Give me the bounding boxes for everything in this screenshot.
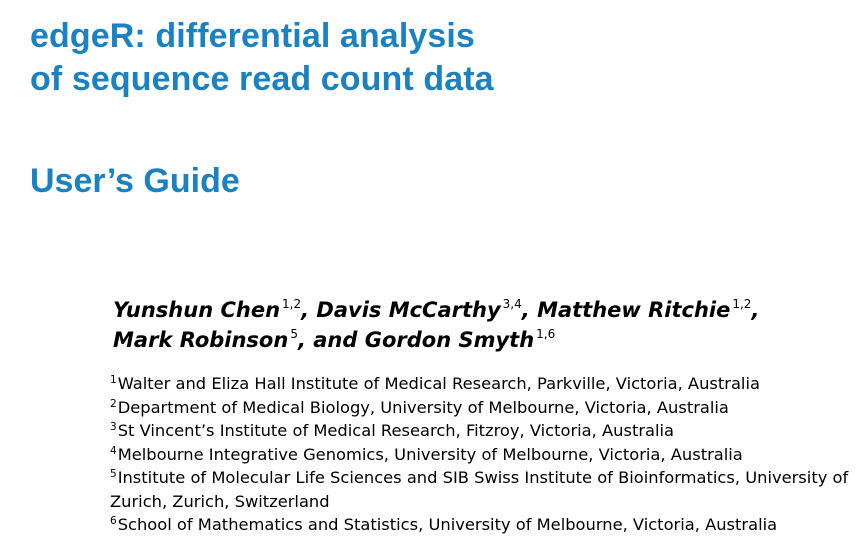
author-name: Mark Robinson: [113, 328, 289, 352]
author-separator: , and: [297, 328, 365, 352]
affiliation-text: Department of Medical Biology, Universit…: [117, 397, 729, 417]
author-affiliation-marker: 1,2: [282, 297, 302, 311]
affiliation-number: 1: [110, 374, 117, 386]
author-line-2: Mark Robinson 5, and Gordon Smyth 1,6: [113, 325, 858, 355]
title-line-2: of sequence read count data: [30, 60, 494, 98]
document-subtitle: User’s Guide: [30, 162, 240, 200]
affiliation-number: 2: [110, 397, 117, 410]
author-affiliation-marker: 5: [290, 327, 298, 341]
author-name: Matthew Ritchie: [537, 298, 731, 322]
affiliation-list: 1Walter and Eliza Hall Institute of Medi…: [110, 372, 855, 537]
author-separator: ,: [521, 298, 538, 322]
author-name: Davis McCarthy: [316, 298, 501, 322]
affiliation-number: 4: [110, 444, 117, 457]
affiliation-item: 6School of Mathematics and Statistics, U…: [110, 513, 855, 537]
document-title: edgeR: differential analysis of sequence…: [30, 15, 494, 101]
affiliation-item: 4Melbourne Integrative Genomics, Univers…: [110, 443, 855, 467]
author-affiliation-marker: 1,2: [732, 297, 752, 311]
author: Mark Robinson 5: [113, 328, 298, 352]
author-list: Yunshun Chen 1,2, Davis McCarthy 3,4, Matt…: [113, 295, 858, 355]
affiliation-text: School of Mathematics and Statistics, Un…: [117, 515, 778, 534]
affiliation-item: 5Institute of Molecular Life Sciences an…: [110, 466, 855, 513]
affiliation-item: 1Walter and Eliza Hall Institute of Medi…: [110, 372, 855, 396]
author-affiliation-marker: 1,6: [536, 327, 556, 341]
affiliation-text: St Vincent’s Institute of Medical Resear…: [117, 421, 675, 440]
author: Gordon Smyth 1,6: [365, 328, 556, 352]
affiliation-number: 5: [110, 468, 117, 480]
title-line-1: edgeR: differential analysis: [30, 17, 475, 55]
affiliation-text: Melbourne Integrative Genomics, Universi…: [117, 444, 743, 464]
affiliation-item: 3St Vincent’s Institute of Medical Resea…: [110, 419, 855, 443]
author-line-1: Yunshun Chen 1,2, Davis McCarthy 3,4, Matt…: [113, 295, 858, 325]
affiliation-text: Walter and Eliza Hall Institute of Medic…: [117, 374, 760, 393]
author: Davis McCarthy 3,4: [316, 298, 521, 322]
affiliation-number: 3: [110, 421, 117, 433]
author: Yunshun Chen 1,2: [113, 298, 301, 322]
author-affiliation-marker: 3,4: [502, 297, 522, 311]
author-name: Gordon Smyth: [364, 328, 535, 352]
author-separator: ,: [751, 298, 760, 322]
author: Matthew Ritchie 1,2: [537, 298, 751, 322]
author-separator: ,: [301, 298, 317, 322]
affiliation-item: 2Department of Medical Biology, Universi…: [110, 396, 855, 420]
author-name: Yunshun Chen: [113, 298, 281, 322]
affiliation-number: 6: [110, 515, 117, 527]
affiliation-text: Institute of Molecular Life Sciences and…: [110, 468, 849, 511]
